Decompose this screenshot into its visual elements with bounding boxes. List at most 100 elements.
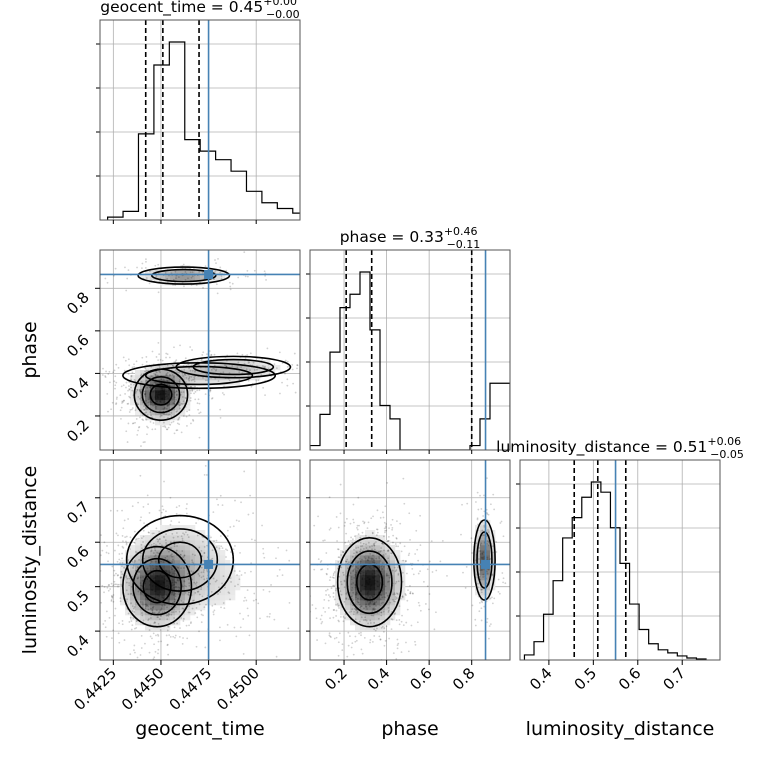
sample-point bbox=[154, 396, 157, 399]
sample-point bbox=[175, 398, 177, 401]
sample-point bbox=[382, 535, 385, 538]
sample-point bbox=[239, 612, 241, 615]
density-cell bbox=[140, 540, 146, 546]
sample-point bbox=[376, 580, 379, 583]
sample-point bbox=[132, 607, 135, 610]
sample-point bbox=[119, 597, 122, 600]
sample-point bbox=[355, 608, 358, 611]
density-cell bbox=[360, 600, 366, 606]
sample-point bbox=[219, 416, 222, 419]
sample-point bbox=[320, 622, 323, 625]
sample-point bbox=[151, 350, 154, 353]
sample-point bbox=[110, 408, 112, 411]
sample-point bbox=[117, 534, 119, 537]
sample-point bbox=[204, 464, 207, 467]
density-cell bbox=[165, 570, 171, 576]
sample-point bbox=[164, 398, 166, 401]
sample-point bbox=[160, 608, 163, 611]
hist-area bbox=[107, 20, 300, 220]
sample-point bbox=[210, 591, 213, 593]
sample-point bbox=[354, 584, 357, 587]
title-plus: +0.46 bbox=[444, 225, 478, 238]
sample-point bbox=[354, 583, 357, 586]
sample-point bbox=[118, 641, 121, 644]
sample-point bbox=[281, 574, 284, 577]
density-cell bbox=[160, 365, 166, 371]
density-cell bbox=[375, 545, 381, 551]
x-tick-label: 0.4 bbox=[526, 664, 556, 694]
density-cell bbox=[155, 370, 161, 376]
sample-point bbox=[477, 586, 480, 589]
sample-point bbox=[286, 365, 289, 368]
sample-point bbox=[137, 403, 140, 406]
sample-point bbox=[139, 416, 141, 419]
sample-point bbox=[173, 600, 176, 603]
sample-point bbox=[127, 479, 129, 481]
density-cell bbox=[155, 580, 161, 586]
sample-point bbox=[378, 567, 381, 569]
density-cell bbox=[145, 575, 151, 581]
density-cell bbox=[170, 565, 176, 571]
density-cell bbox=[475, 580, 481, 586]
sample-point bbox=[368, 602, 370, 605]
sample-point bbox=[262, 547, 265, 550]
sample-point bbox=[372, 603, 375, 606]
sample-point bbox=[416, 548, 419, 551]
density-cell bbox=[385, 590, 391, 596]
sample-point bbox=[340, 580, 342, 583]
sample-point bbox=[238, 379, 241, 381]
sample-point bbox=[175, 359, 178, 361]
sample-point bbox=[150, 549, 153, 552]
density-cell bbox=[375, 620, 381, 626]
density-cell bbox=[220, 565, 226, 571]
sample-point bbox=[189, 389, 192, 392]
sample-point bbox=[267, 367, 270, 370]
sample-point bbox=[165, 634, 168, 637]
sample-point bbox=[139, 390, 142, 393]
sample-point bbox=[198, 630, 200, 633]
sample-point bbox=[391, 526, 394, 529]
contour bbox=[336, 536, 403, 628]
density-cell bbox=[265, 365, 271, 371]
sample-point bbox=[186, 637, 189, 640]
sample-point bbox=[382, 543, 384, 546]
density-cell bbox=[390, 605, 396, 611]
sample-point bbox=[402, 559, 405, 562]
sample-point bbox=[152, 390, 155, 393]
density-cell bbox=[165, 580, 171, 586]
sample-point bbox=[129, 616, 132, 619]
sample-point bbox=[213, 353, 216, 356]
sample-point bbox=[359, 606, 362, 609]
sample-point bbox=[146, 386, 149, 389]
sample-point bbox=[377, 551, 380, 553]
density-cell bbox=[135, 540, 141, 546]
sample-point bbox=[476, 518, 479, 521]
sample-point bbox=[165, 579, 168, 582]
sample-point bbox=[112, 594, 115, 596]
sample-point bbox=[131, 366, 134, 369]
density-cell bbox=[475, 585, 481, 591]
sample-point bbox=[246, 275, 249, 278]
sample-point bbox=[175, 277, 177, 280]
sample-point bbox=[190, 276, 193, 279]
sample-point bbox=[166, 629, 169, 632]
sample-point bbox=[195, 607, 198, 609]
sample-point bbox=[203, 473, 206, 476]
sample-point bbox=[405, 621, 408, 624]
sample-point bbox=[384, 526, 387, 529]
sample-point bbox=[107, 560, 109, 563]
sample-point bbox=[195, 585, 198, 587]
sample-point bbox=[326, 588, 329, 591]
sample-point bbox=[335, 516, 338, 518]
density-cell bbox=[155, 400, 161, 406]
sample-point bbox=[191, 561, 194, 564]
sample-point bbox=[198, 603, 201, 606]
sample-point bbox=[188, 375, 191, 378]
sample-point bbox=[144, 605, 147, 608]
sample-point bbox=[157, 263, 160, 266]
sample-point bbox=[319, 374, 321, 376]
density-cell bbox=[125, 560, 131, 566]
sample-point bbox=[169, 423, 172, 426]
sample-point bbox=[296, 367, 298, 370]
